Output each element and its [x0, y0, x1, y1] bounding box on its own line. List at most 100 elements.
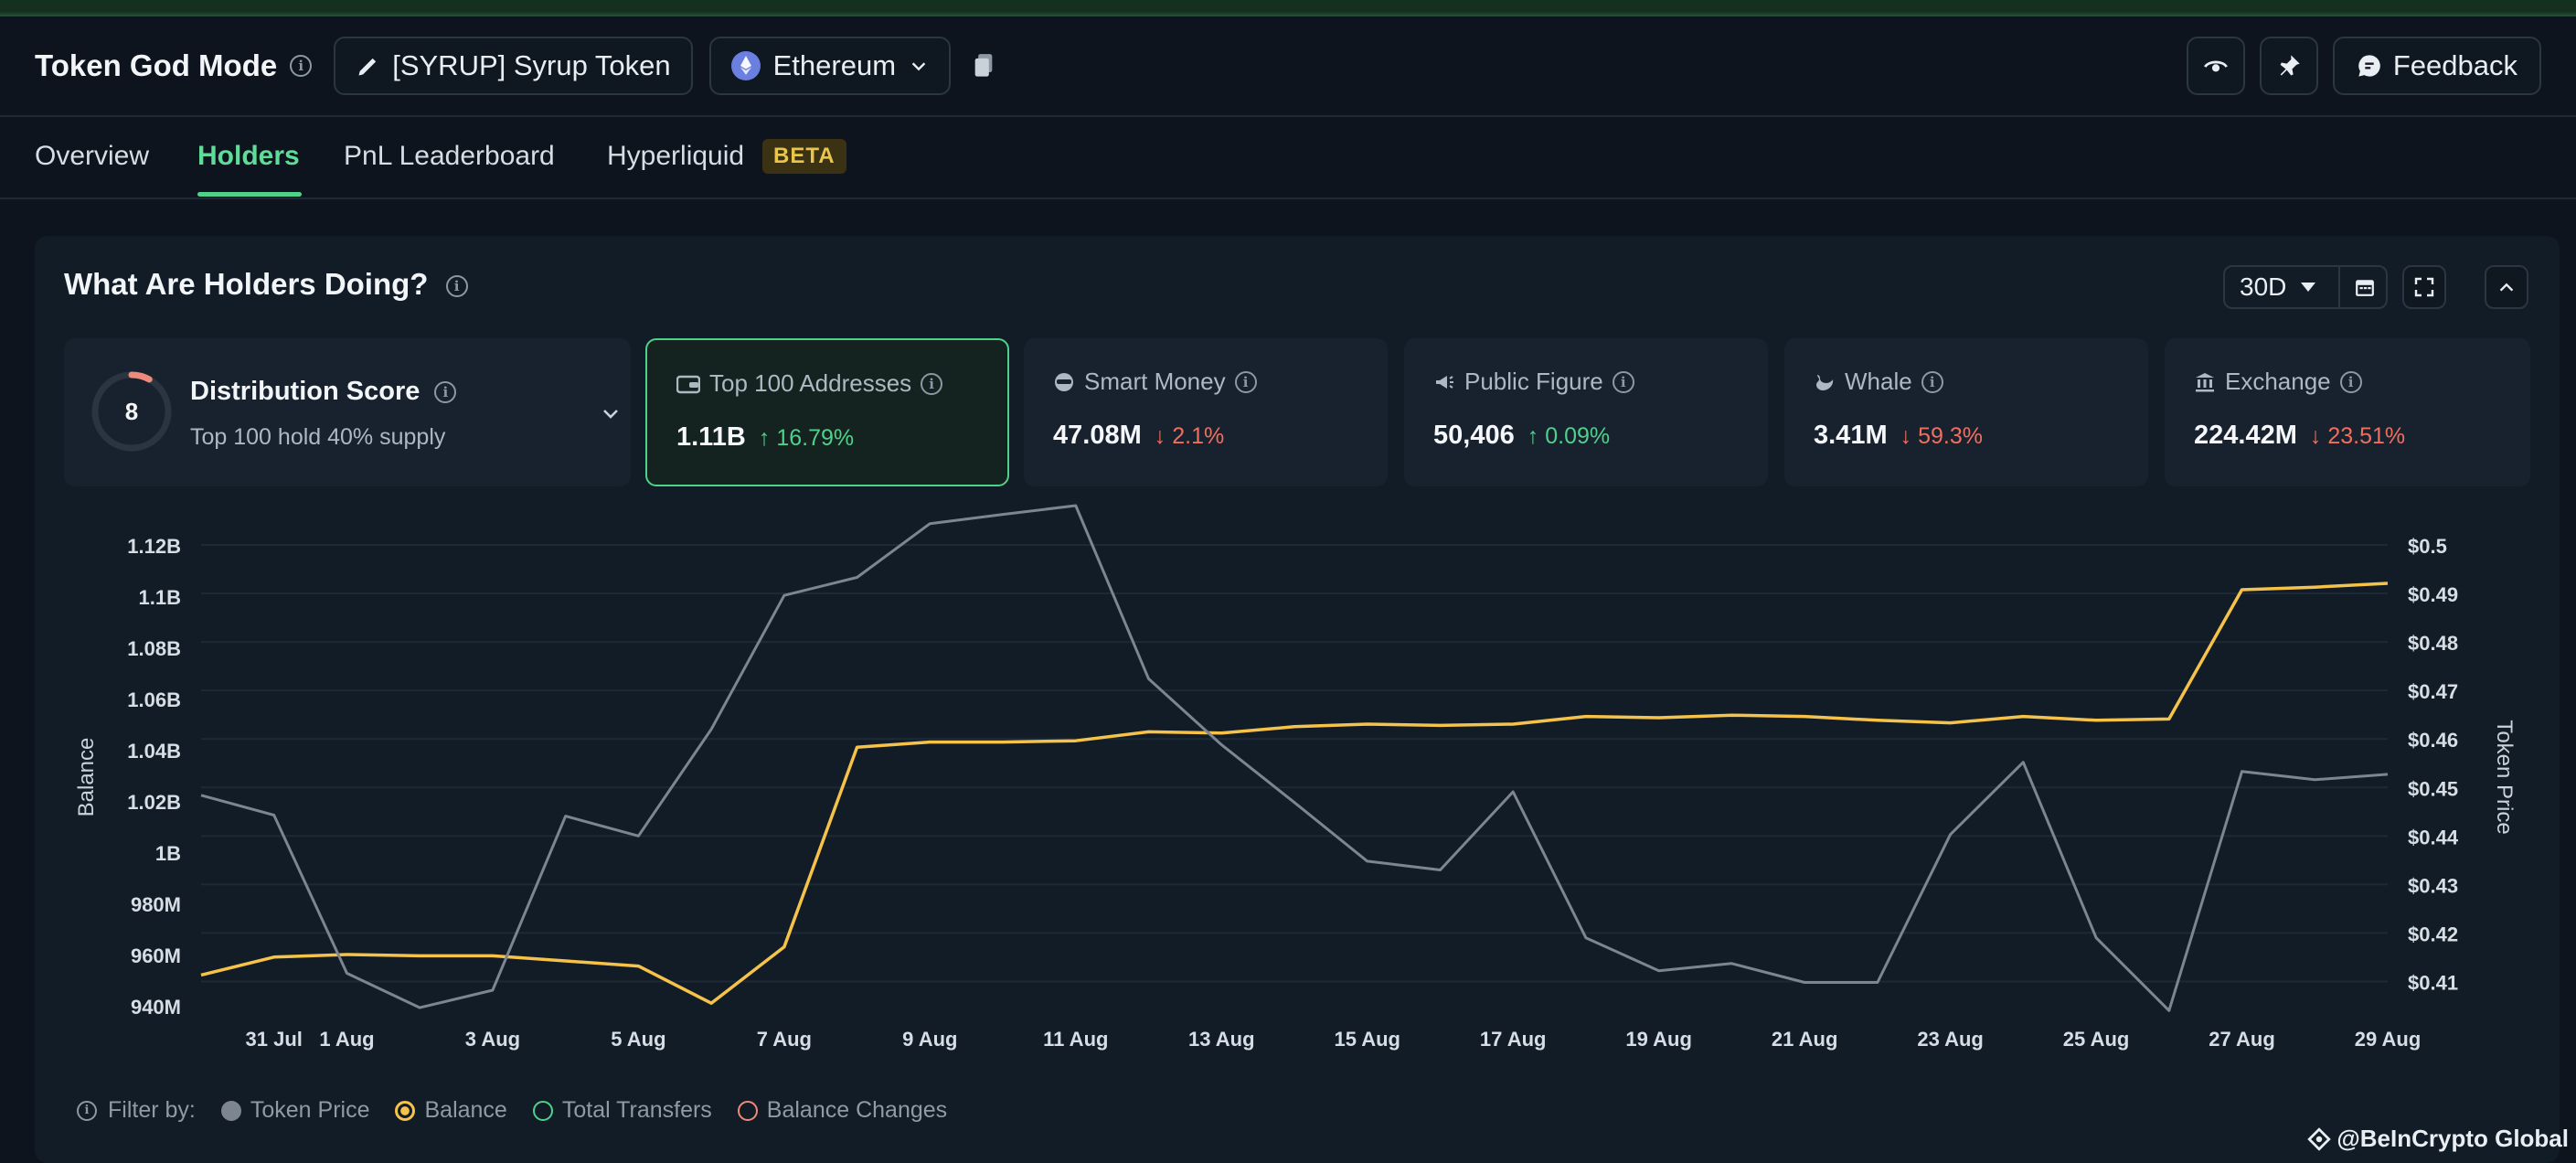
chevron-down-icon[interactable] [600, 402, 622, 424]
info-icon[interactable]: i [1921, 370, 1943, 393]
x-tick-label: 13 Aug [1188, 1028, 1255, 1051]
card-label: Whale i [1814, 368, 1943, 396]
y2-tick-label: $0.42 [2408, 923, 2458, 945]
metric-card-whale[interactable]: Whale i 3.41M ↓ 59.3% [1784, 338, 2148, 486]
y-tick-label: 1.12B [127, 535, 181, 558]
y-axis-ticks: 1.12B 1.1B 1.08B 1.06B 1.04B 1.02B 1B 980M 960M 9… [127, 535, 181, 1019]
score-value: 8 [125, 398, 138, 425]
x-tick-label: 15 Aug [1334, 1028, 1400, 1051]
y2-tick-label: $0.5 [2408, 535, 2447, 558]
info-icon[interactable]: i [1234, 370, 1257, 393]
score-gauge: 8 [91, 371, 172, 452]
card-value: 224.42M ↓ 23.51% [2194, 421, 2406, 450]
pin-button[interactable] [2259, 37, 2318, 95]
outline-dot-icon [737, 1100, 758, 1121]
x-tick-label: 9 Aug [902, 1028, 957, 1051]
y-tick-label: 1.1B [139, 586, 181, 609]
chevron-down-icon [911, 62, 926, 71]
chart-grid [201, 544, 2388, 983]
feedback-label: Feedback [2392, 49, 2517, 81]
y-tick-label: 940M [131, 996, 181, 1019]
y-tick-label: 1.02B [127, 791, 181, 814]
chevron-up-icon [2499, 283, 2514, 292]
metric-card-top-100[interactable]: Top 100 Addresses i 1.11B ↑ 16.79% [645, 338, 1009, 486]
metric-card-exchange[interactable]: Exchange i 224.42M ↓ 23.51% [2165, 338, 2530, 486]
filter-total-transfers[interactable]: Total Transfers [532, 1097, 712, 1124]
calendar-icon[interactable] [2355, 277, 2375, 297]
y-tick-label: 1.06B [127, 688, 181, 711]
x-tick-label: 1 Aug [319, 1028, 374, 1051]
beincrypto-logo-icon [2307, 1126, 2332, 1151]
top-accent-bar [0, 0, 2576, 16]
y-tick-label: 1B [155, 842, 181, 865]
tab-overview[interactable]: Overview [35, 141, 150, 171]
token-price-line[interactable] [200, 504, 2389, 1012]
app-title: Token God Mode [35, 48, 278, 82]
megaphone-icon [1436, 375, 1453, 389]
token-label: [SYRUP] Syrup Token [392, 49, 671, 81]
watch-button[interactable] [2186, 37, 2245, 95]
range-label: 30D [2240, 272, 2287, 301]
card-label: Exchange i [2194, 368, 2362, 396]
chat-bubble-icon [2358, 55, 2380, 77]
token-selector[interactable]: [SYRUP] Syrup Token [334, 37, 693, 95]
x-tick-label: 21 Aug [1772, 1028, 1838, 1051]
y2-axis-ticks: $0.5 $0.49 $0.48 $0.47 $0.46 $0.45 $0.44 $0.43 $… [2408, 535, 2459, 994]
filter-row: i Filter by: Token Price Balance Total T… [77, 1097, 947, 1124]
filter-label: Filter by: [108, 1097, 196, 1123]
pencil-icon [358, 58, 377, 76]
info-icon[interactable]: i [290, 55, 313, 77]
filter-balance-changes[interactable]: Balance Changes [737, 1097, 947, 1124]
tab-pnl-leaderboard[interactable]: PnL Leaderboard [344, 141, 555, 171]
y2-tick-label: $0.44 [2408, 826, 2459, 848]
distribution-score-card[interactable]: 8 Distribution Score i Top 100 hold 40% … [64, 338, 631, 486]
y2-tick-label: $0.48 [2408, 632, 2458, 655]
feedback-button[interactable]: Feedback [2332, 37, 2541, 95]
change-down: ↓ 23.51% [2309, 423, 2406, 449]
info-icon[interactable]: i [77, 1100, 97, 1121]
tab-holders[interactable]: Holders [197, 141, 300, 171]
filter-token-price[interactable]: Token Price [220, 1097, 369, 1124]
fullscreen-button[interactable] [2402, 265, 2446, 309]
metric-card-smart-money[interactable]: Smart Money i 47.08M ↓ 2.1% [1024, 338, 1388, 486]
y2-tick-label: $0.46 [2408, 729, 2458, 752]
card-value: 50,406 ↑ 0.09% [1433, 421, 1611, 450]
info-icon[interactable]: i [2339, 370, 2362, 393]
filter-balance[interactable]: Balance [395, 1097, 507, 1124]
range-selector[interactable]: 30D [2223, 265, 2388, 309]
y-axis-label: Balance [74, 738, 99, 817]
change-up: ↑ 16.79% [758, 425, 855, 451]
card-value: 1.11B ↑ 16.79% [676, 422, 855, 452]
info-icon[interactable]: i [434, 380, 457, 403]
x-tick-label: 29 Aug [2355, 1028, 2422, 1051]
outline-dot-icon [532, 1100, 553, 1121]
x-tick-label: 11 Aug [1043, 1028, 1108, 1051]
change-down: ↓ 59.3% [1900, 423, 1984, 449]
info-icon[interactable]: i [445, 275, 468, 298]
y2-tick-label: $0.41 [2408, 971, 2458, 994]
chain-selector[interactable]: Ethereum [708, 37, 952, 95]
balance-line[interactable] [200, 582, 2389, 1005]
y2-tick-label: $0.49 [2408, 583, 2458, 606]
collapse-button[interactable] [2485, 265, 2528, 309]
info-icon[interactable]: i [1612, 370, 1634, 393]
card-value: 3.41M ↓ 59.3% [1814, 421, 1984, 450]
tab-hyperliquid[interactable]: Hyperliquid [607, 141, 745, 171]
card-label: Top 100 Addresses i [676, 369, 943, 398]
pin-icon [2280, 55, 2300, 76]
y2-tick-label: $0.47 [2408, 680, 2458, 703]
copy-icon[interactable] [973, 53, 995, 79]
change-down: ↓ 2.1% [1154, 423, 1225, 449]
x-tick-label: 5 Aug [611, 1028, 665, 1051]
chain-label: Ethereum [772, 49, 897, 81]
wallet-icon [676, 375, 700, 393]
y-tick-label: 1.04B [127, 740, 181, 763]
tab-bar: Overview Holders PnL Leaderboard Hyperli… [0, 119, 2576, 199]
card-label: Public Figure i [1433, 368, 1634, 396]
info-icon[interactable]: i [921, 372, 943, 395]
glasses-icon [1055, 372, 1073, 391]
card-label: Smart Money i [1053, 368, 1257, 396]
metric-card-public-figure[interactable]: Public Figure i 50,406 ↑ 0.09% [1404, 338, 1768, 486]
x-tick-label: 27 Aug [2209, 1028, 2275, 1051]
